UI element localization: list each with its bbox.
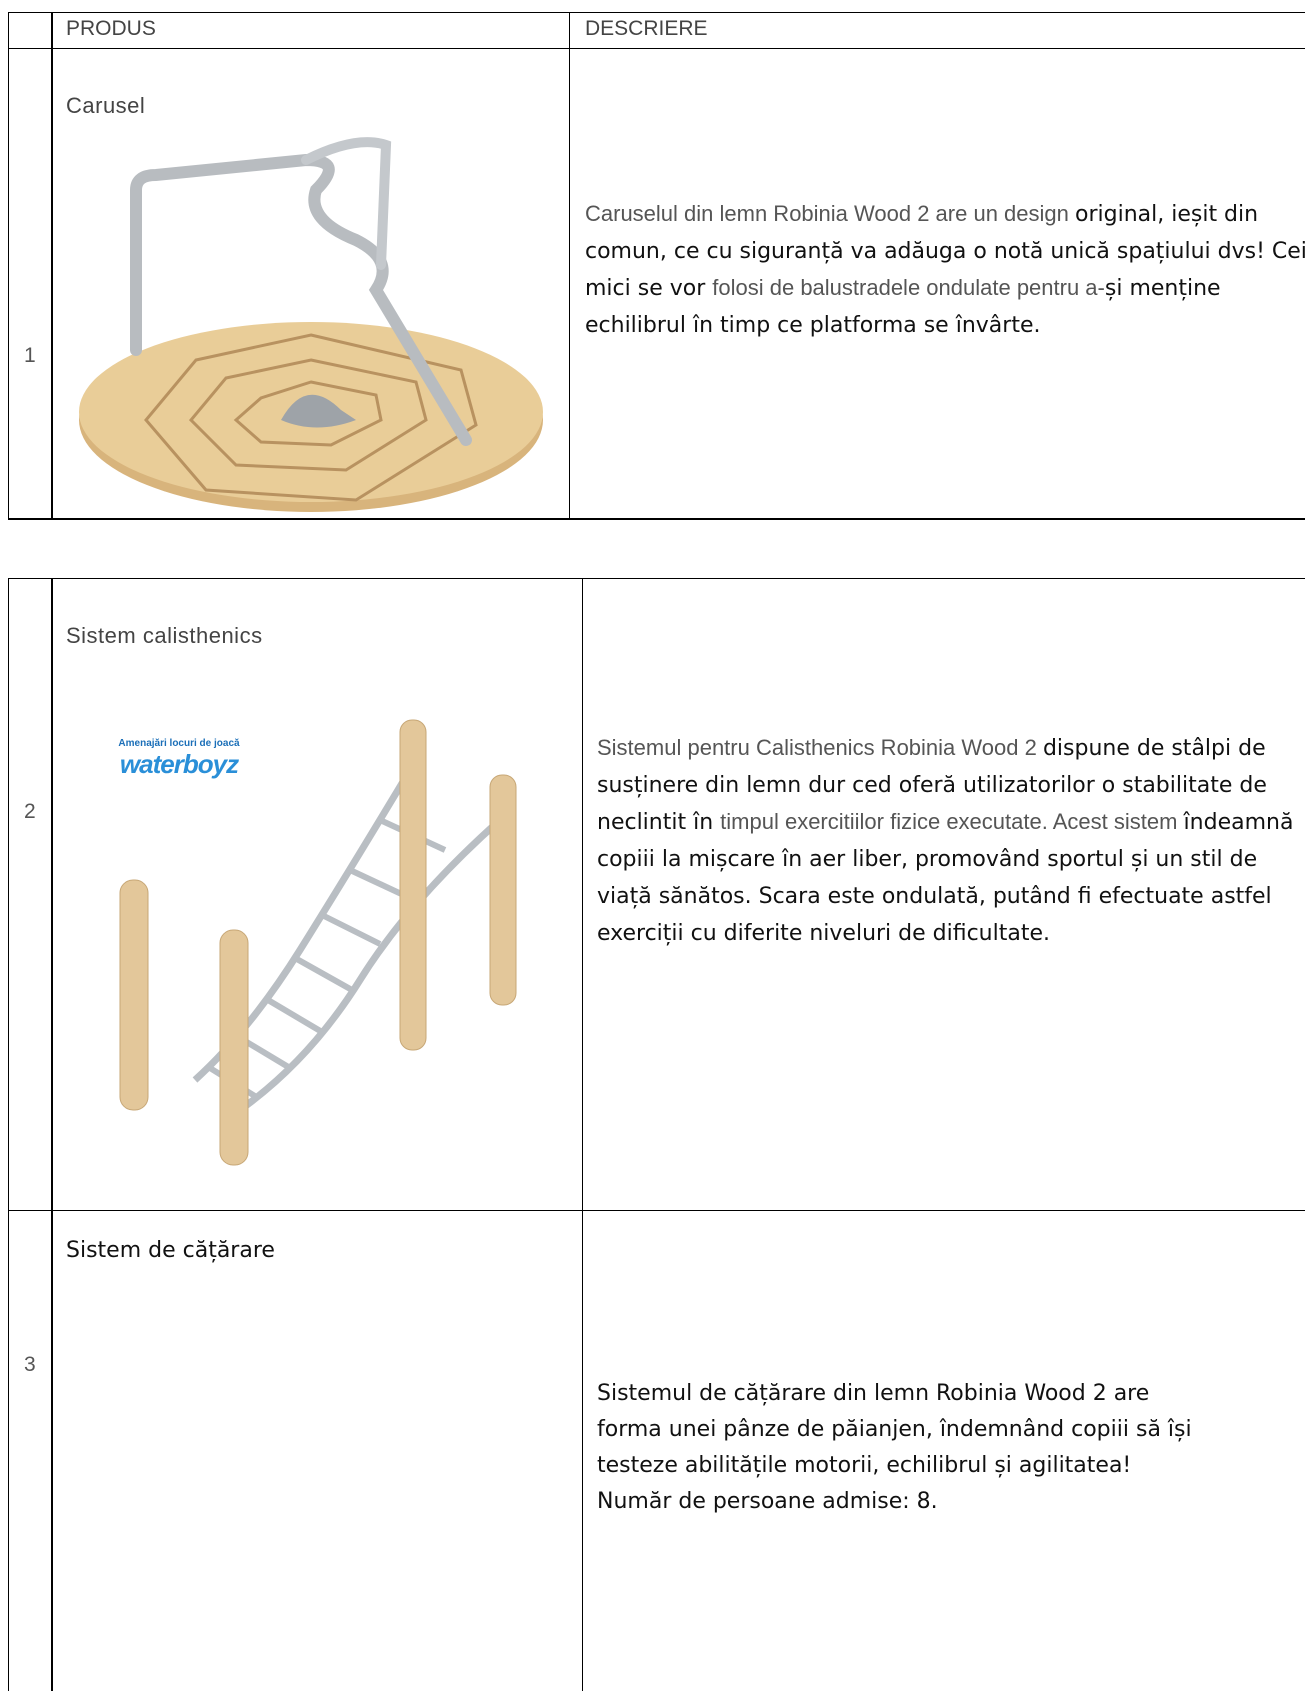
border [8, 578, 1305, 579]
text-run: folosi de balustradele ondulate pentru a… [712, 275, 1105, 300]
text-run: timpul exercitiilor fizice executate. Ac… [720, 809, 1184, 834]
border [51, 578, 53, 1691]
text-run: Sistemul de cățărare din lemn Robinia Wo… [597, 1381, 1192, 1514]
product-image [79, 137, 543, 512]
border [582, 578, 583, 1691]
logo: Amenajări locuri de joacă waterboyz [104, 738, 254, 780]
logo-name: waterboyz [119, 749, 239, 779]
header-cell: DESCRIERE [585, 17, 708, 40]
header-cell: PRODUS [66, 17, 156, 40]
border [8, 1210, 1305, 1211]
description: Caruselul din lemn Robinia Wood 2 are un… [585, 196, 1305, 344]
border [51, 12, 53, 519]
description: Sistemul pentru Calisthenics Robinia Woo… [597, 730, 1305, 952]
border [8, 12, 1305, 13]
product-name: Sistem calisthenics [66, 623, 263, 648]
row-number: 2 [24, 800, 36, 823]
row-number: 1 [24, 344, 36, 367]
product-name: Sistem de cățărare [66, 1238, 275, 1263]
border [8, 48, 1305, 49]
text-run: și menține echilibrul în timp ce platfor… [585, 276, 1221, 338]
row-number: 3 [24, 1353, 36, 1376]
border [8, 518, 1305, 520]
text-run: Caruselul din lemn Robinia Wood 2 are un… [585, 201, 1075, 226]
product-name: Carusel [66, 93, 146, 118]
logo-tagline: Amenajări locuri de joacă [118, 738, 240, 749]
text-run: original, ieșit din comun, ce cu siguran… [585, 202, 1305, 301]
border [8, 12, 9, 519]
text-run: îndeamnă copiii la mișcare în aer liber,… [597, 810, 1294, 946]
text-run: dispune de stâlpi de susținere din lemn … [597, 736, 1267, 835]
border [8, 578, 9, 1691]
border [569, 12, 570, 519]
text-run: Sistemul pentru Calisthenics Robinia Woo… [597, 735, 1043, 760]
description: Sistemul de cățărare din lemn Robinia Wo… [597, 1376, 1197, 1520]
product-image [119, 719, 517, 1166]
